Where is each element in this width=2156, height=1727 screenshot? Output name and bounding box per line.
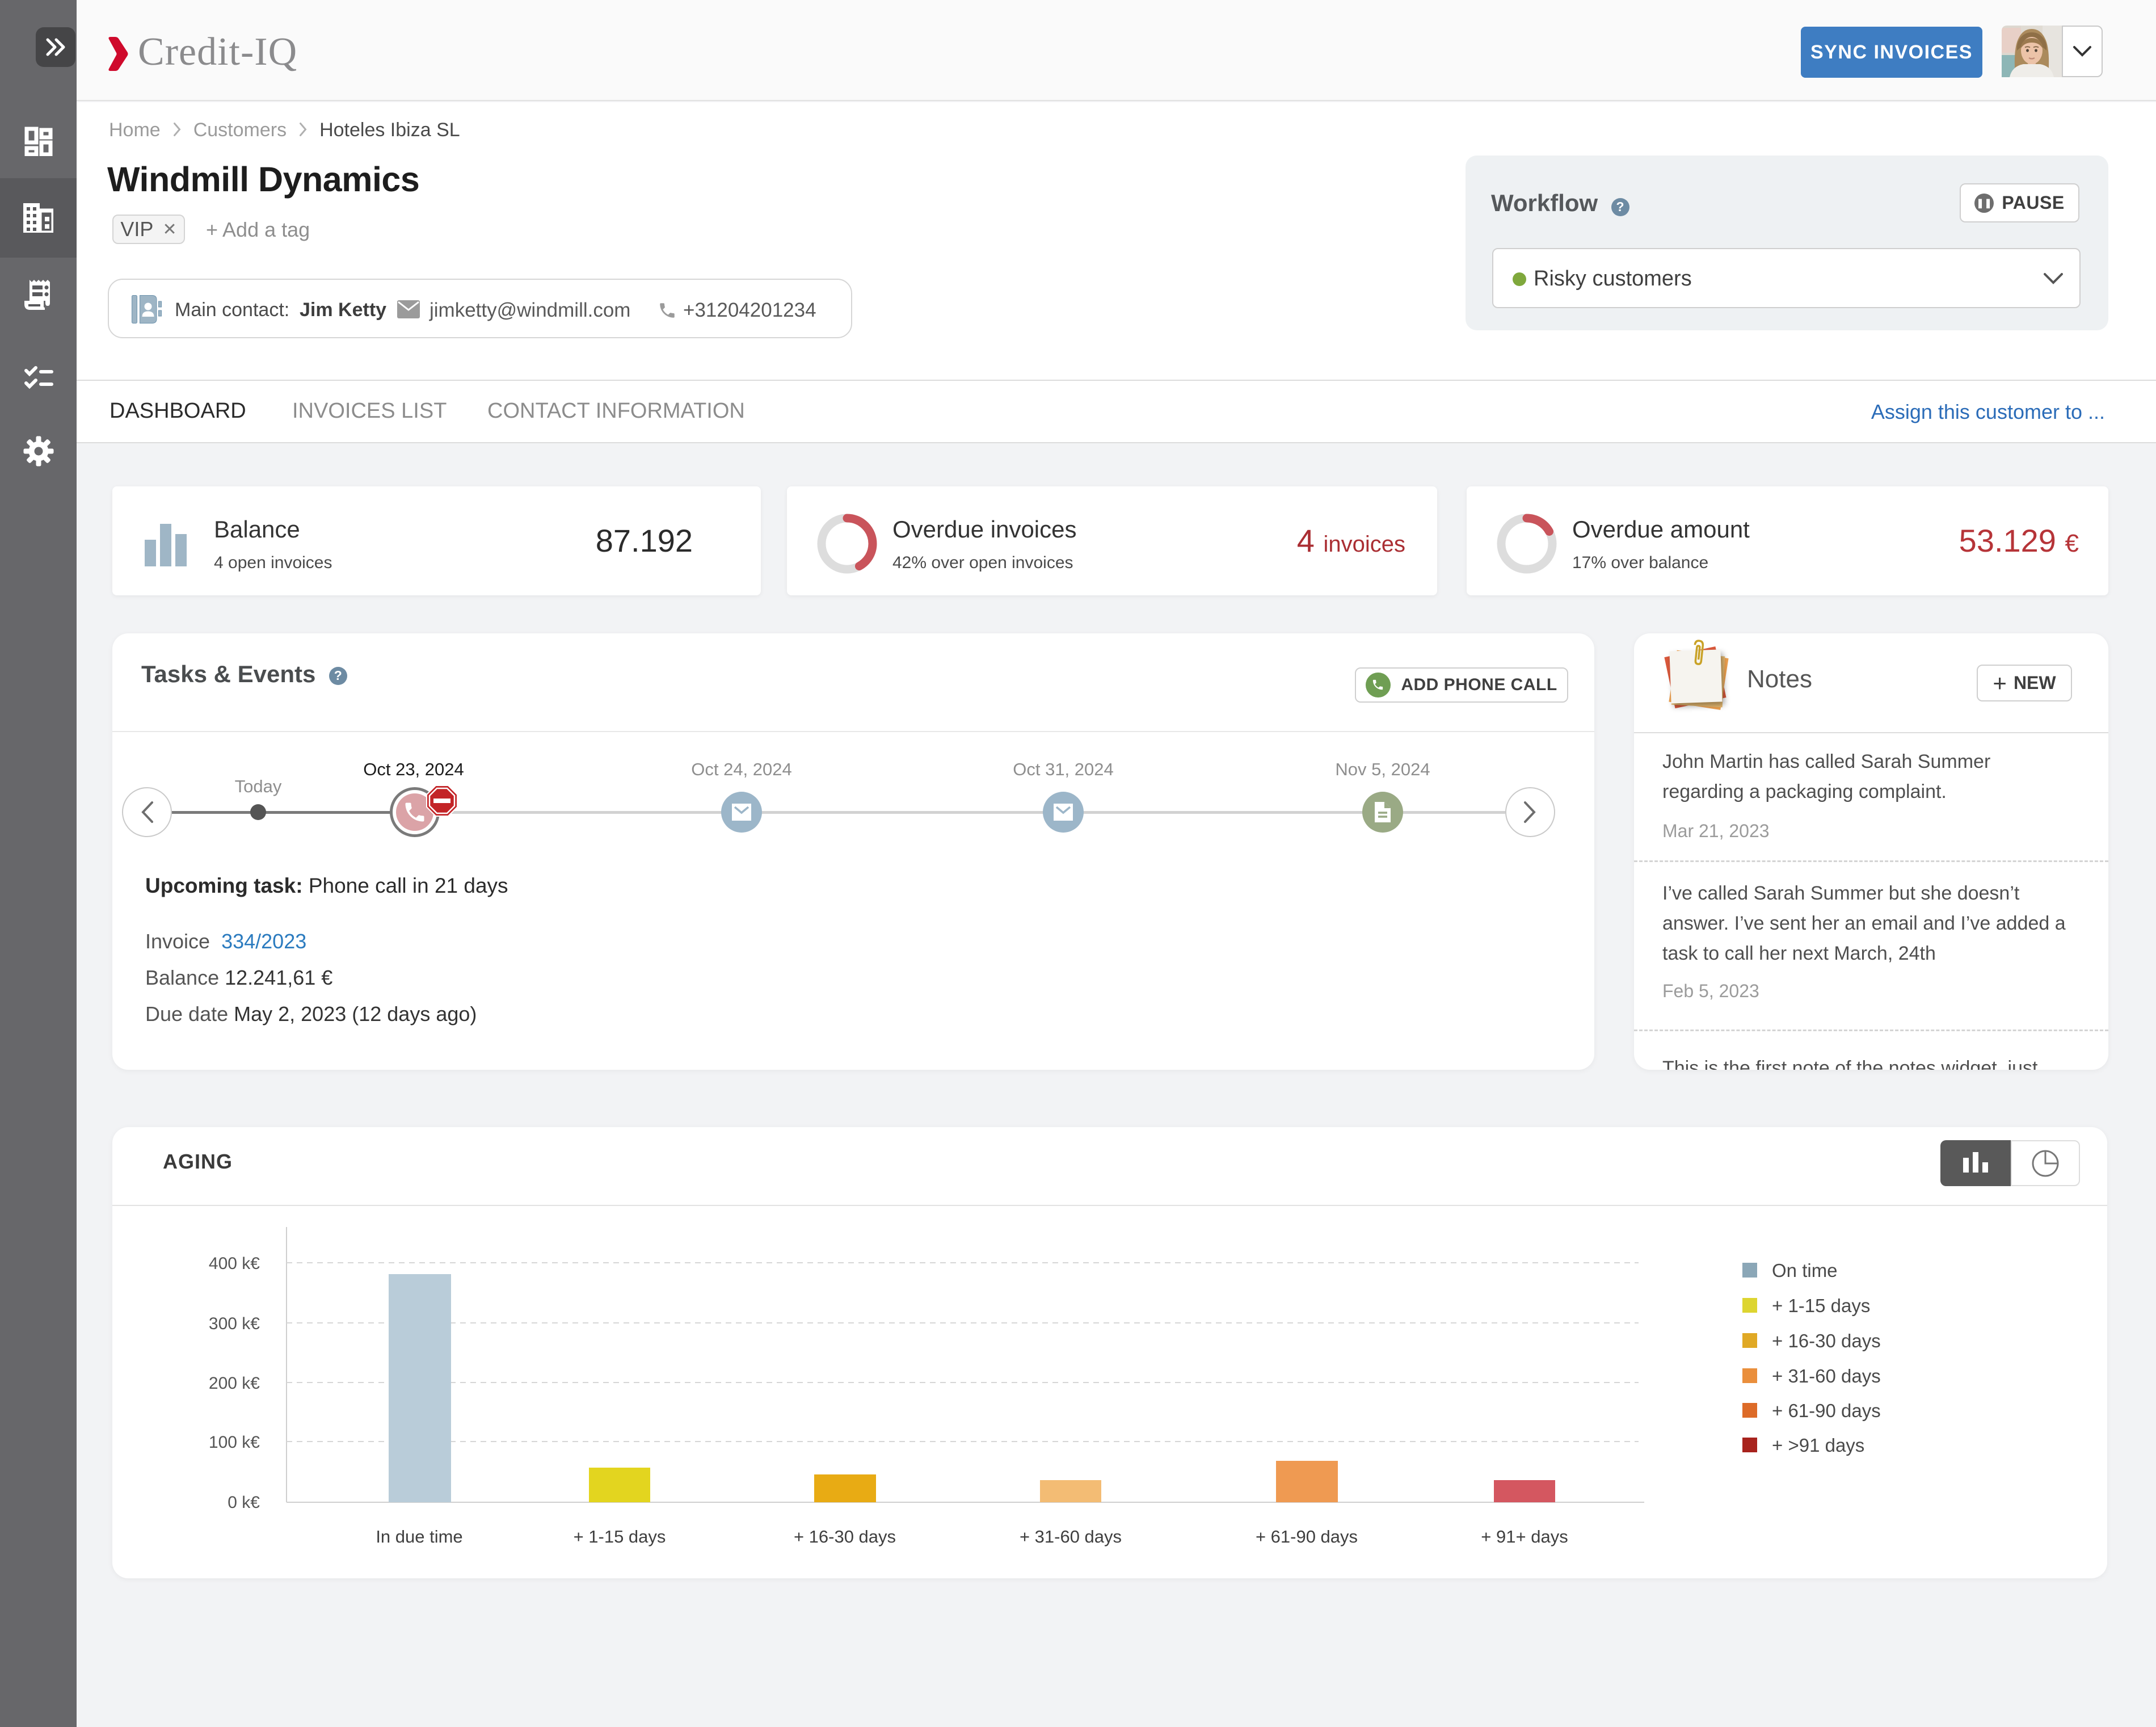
svg-text:400 k€: 400 k€ [209, 1254, 260, 1273]
svg-text:+ 31-60 days: + 31-60 days [1772, 1365, 1881, 1386]
svg-text:100 k€: 100 k€ [209, 1433, 260, 1452]
svg-text:+ 61-90 days: + 61-90 days [1256, 1527, 1358, 1547]
svg-text:+ 1-15 days: + 1-15 days [1772, 1295, 1870, 1316]
svg-text:+ 1-15 days: + 1-15 days [574, 1527, 666, 1547]
svg-text:+ 16-30 days: + 16-30 days [1772, 1330, 1881, 1351]
svg-text:200 k€: 200 k€ [209, 1374, 260, 1393]
svg-text:+ 61-90 days: + 61-90 days [1772, 1400, 1881, 1421]
svg-text:+ 91+ days: + 91+ days [1481, 1527, 1568, 1547]
svg-text:+ >91 days: + >91 days [1772, 1435, 1864, 1456]
svg-text:In due time: In due time [376, 1527, 462, 1547]
svg-text:+ 16-30 days: + 16-30 days [794, 1527, 896, 1547]
svg-text:+ 31-60 days: + 31-60 days [1020, 1527, 1122, 1547]
svg-text:On time: On time [1772, 1260, 1838, 1281]
svg-text:0 k€: 0 k€ [228, 1493, 260, 1512]
svg-text:300 k€: 300 k€ [209, 1314, 260, 1333]
